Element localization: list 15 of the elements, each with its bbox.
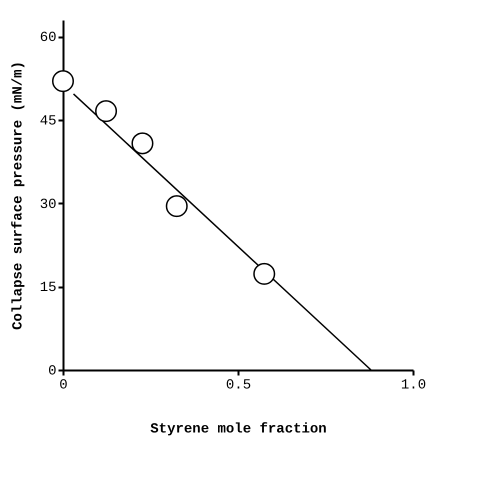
y-axis-title: Collapse surface pressure (mN/m) xyxy=(10,61,27,330)
y-tick-label: 45 xyxy=(40,114,56,130)
y-tick-label: 30 xyxy=(40,196,56,213)
x-tick-label: 0 xyxy=(59,378,68,394)
x-tick-label: 0.5 xyxy=(226,378,252,394)
y-tick-label: 60 xyxy=(40,30,56,46)
y-tick-label: 0 xyxy=(48,364,56,380)
point xyxy=(52,70,74,92)
point xyxy=(253,262,276,285)
point xyxy=(131,132,154,154)
x-axis-title: Styrene mole fraction xyxy=(150,422,327,438)
point xyxy=(95,100,118,122)
y-tick-label: 15 xyxy=(40,280,56,296)
point xyxy=(166,195,188,218)
x-tick-label: 1.0 xyxy=(400,378,426,394)
